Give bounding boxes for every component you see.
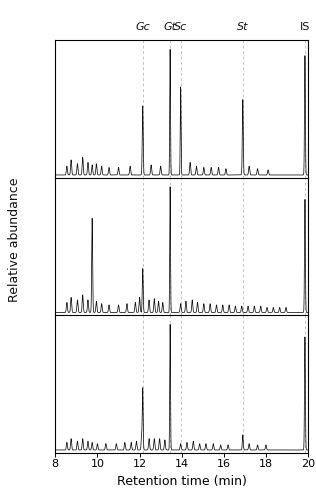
- Text: St: St: [237, 22, 249, 32]
- Text: Sc: Sc: [174, 22, 187, 32]
- Text: Gt: Gt: [164, 22, 177, 32]
- Text: IS: IS: [300, 22, 310, 32]
- Text: Relative abundance: Relative abundance: [8, 178, 21, 302]
- X-axis label: Retention time (min): Retention time (min): [117, 475, 246, 488]
- Text: Gc: Gc: [135, 22, 150, 32]
